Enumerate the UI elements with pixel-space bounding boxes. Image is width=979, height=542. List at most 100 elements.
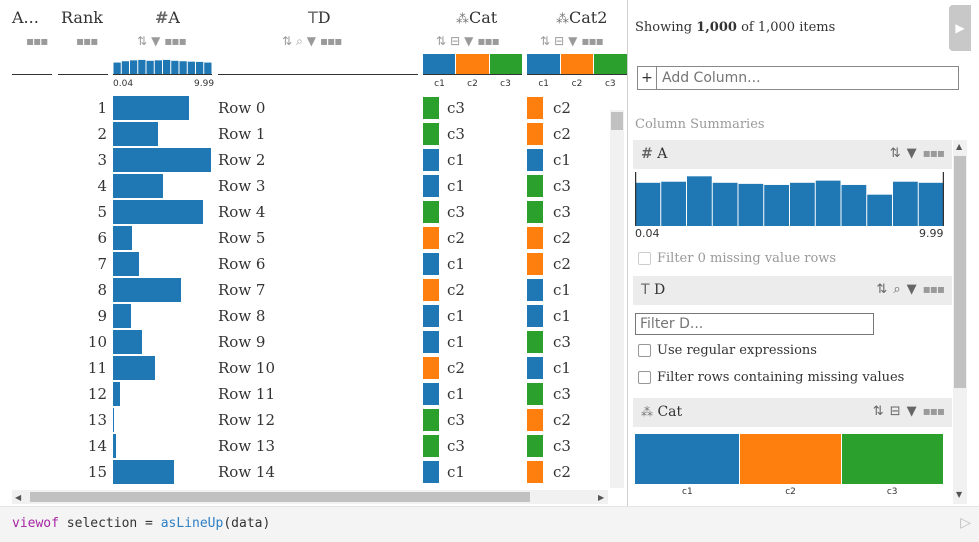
- more-icon[interactable]: ▪▪▪: [922, 404, 945, 418]
- histogram-bin: [687, 176, 712, 226]
- filter-missing-d[interactable]: Filter rows containing missing values: [638, 370, 904, 385]
- column-summaries-title: Column Summaries: [635, 117, 765, 132]
- aggregate-more-icon[interactable]: ▪▪▪: [26, 34, 48, 48]
- category-swatch: [527, 305, 543, 327]
- filter-icon[interactable]: ▼: [568, 34, 578, 48]
- plus-icon[interactable]: +: [638, 67, 657, 89]
- category-label: c3: [604, 79, 616, 89]
- histogram-bin: [163, 59, 171, 74]
- histogram-bin: [187, 61, 195, 74]
- more-icon[interactable]: ▪▪▪: [922, 282, 945, 296]
- category-bin-c2[interactable]: [739, 434, 842, 484]
- value-bar: [113, 408, 114, 432]
- sort-alpha-icon[interactable]: ⇅: [540, 34, 551, 48]
- sort-numeric-icon[interactable]: ⇅: [137, 34, 148, 48]
- category-cell: c2: [447, 229, 465, 247]
- filter-missing-a[interactable]: Filter 0 missing value rows: [638, 251, 836, 266]
- category-bin-c3[interactable]: [488, 54, 522, 74]
- column-header-rank[interactable]: Rank: [61, 8, 103, 27]
- category-cell: c2: [553, 99, 571, 117]
- column-header-aggregate[interactable]: A...: [12, 8, 39, 27]
- category-cell: c1: [447, 385, 465, 403]
- panel-scrollbar[interactable]: ▲ ▼: [953, 140, 967, 504]
- summary-header-d[interactable]: T D ⇅ ⌕ ▼ ▪▪▪: [633, 276, 952, 305]
- sort-numeric-icon[interactable]: ⇅: [889, 146, 901, 161]
- code-line[interactable]: viewof selection = asLineUp(data): [12, 516, 270, 531]
- column-a-histogram[interactable]: [113, 52, 212, 74]
- histogram-bin: [179, 61, 187, 74]
- group-icon[interactable]: ⊟: [554, 34, 565, 48]
- text-cell: Row 9: [218, 333, 266, 351]
- more-icon[interactable]: ▪▪▪: [320, 34, 342, 48]
- horizontal-scrollbar-thumb[interactable]: [30, 492, 530, 502]
- code-variable: selection =: [58, 516, 161, 531]
- summary-a-histogram[interactable]: [635, 172, 944, 228]
- column-header-cat[interactable]: ⁂Cat: [456, 8, 497, 27]
- filter-icon[interactable]: ▼: [906, 282, 917, 297]
- more-icon[interactable]: ▪▪▪: [581, 34, 603, 48]
- filter-icon[interactable]: ▼: [464, 34, 474, 48]
- panel-scrollbar-thumb[interactable]: [954, 156, 966, 388]
- group-icon[interactable]: ⊟: [450, 34, 461, 48]
- category-bin-c2[interactable]: [455, 54, 489, 74]
- a-header-divider: [113, 74, 212, 75]
- horizontal-scrollbar[interactable]: [12, 490, 608, 504]
- sort-alpha-icon[interactable]: ⇅: [436, 34, 447, 48]
- scroll-up-icon[interactable]: ▲: [956, 142, 963, 151]
- category-bin-c3[interactable]: [593, 54, 627, 74]
- more-icon[interactable]: ▪▪▪: [477, 34, 499, 48]
- rank-more-icon[interactable]: ▪▪▪: [76, 34, 98, 48]
- checkbox[interactable]: [638, 344, 651, 357]
- sort-alpha-icon[interactable]: ⇅: [872, 404, 884, 419]
- scroll-left-icon[interactable]: ◀: [15, 493, 22, 502]
- checkbox[interactable]: [638, 252, 651, 265]
- sort-alpha-icon[interactable]: ⇅: [876, 282, 888, 297]
- summary-cat-histogram[interactable]: [635, 434, 944, 484]
- filter-icon[interactable]: ▼: [151, 34, 161, 48]
- scroll-down-icon[interactable]: ▼: [956, 490, 963, 499]
- category-bin-c1[interactable]: [527, 54, 560, 74]
- category-cell: c1: [553, 307, 571, 325]
- more-icon[interactable]: ▪▪▪: [922, 146, 945, 160]
- regex-label: Use regular expressions: [657, 343, 817, 358]
- showing-prefix: Showing: [635, 20, 697, 35]
- filter-icon[interactable]: ▼: [906, 404, 917, 419]
- add-column-field[interactable]: +: [637, 66, 959, 90]
- filter-icon[interactable]: ▼: [906, 146, 917, 161]
- regex-option[interactable]: Use regular expressions: [638, 343, 817, 358]
- column-header-d[interactable]: TD: [308, 8, 331, 27]
- category-swatch: [423, 357, 439, 379]
- add-column-input[interactable]: [657, 69, 958, 87]
- more-icon[interactable]: ▪▪▪: [164, 34, 186, 48]
- summary-header-cat[interactable]: ⁂ Cat ⇅ ⊟ ▼ ▪▪▪: [633, 398, 952, 427]
- search-icon[interactable]: ⌕: [296, 33, 303, 48]
- cat2-header-divider: [527, 74, 627, 75]
- text-cell: Row 4: [218, 203, 266, 221]
- column-cat-histogram[interactable]: [423, 54, 522, 74]
- checkbox[interactable]: [638, 371, 651, 384]
- group-icon[interactable]: ⊟: [889, 404, 901, 419]
- histogram-bin: [815, 180, 841, 226]
- column-title-aggregate: A...: [12, 8, 39, 27]
- filter-icon[interactable]: ▼: [306, 34, 317, 48]
- column-header-a[interactable]: #A: [155, 8, 180, 27]
- category-cell: c2: [553, 255, 571, 273]
- column-header-cat2[interactable]: ⁂Cat2: [556, 8, 607, 27]
- search-icon[interactable]: ⌕: [893, 282, 901, 297]
- category-bin-c3[interactable]: [841, 434, 944, 484]
- filter-d-input[interactable]: [635, 313, 874, 335]
- scroll-right-icon[interactable]: ▶: [598, 493, 605, 502]
- vertical-scrollbar-thumb[interactable]: [611, 112, 623, 130]
- category-bin-c1[interactable]: [423, 54, 456, 74]
- run-icon[interactable]: ▷: [960, 515, 971, 531]
- value-bar: [113, 96, 190, 120]
- collapse-panel-button[interactable]: ▶: [949, 5, 971, 51]
- rank-cell: 10: [87, 333, 107, 351]
- category-bin-c1[interactable]: [635, 434, 740, 484]
- vertical-scrollbar[interactable]: [610, 110, 624, 488]
- column-cat2-histogram[interactable]: [527, 54, 627, 74]
- sort-alpha-icon[interactable]: ⇅: [282, 34, 293, 48]
- category-bin-c2[interactable]: [559, 54, 594, 74]
- code-cell[interactable]: viewof selection = asLineUp(data) ▷: [0, 506, 979, 542]
- summary-header-a[interactable]: # A ⇅ ▼ ▪▪▪: [633, 140, 952, 169]
